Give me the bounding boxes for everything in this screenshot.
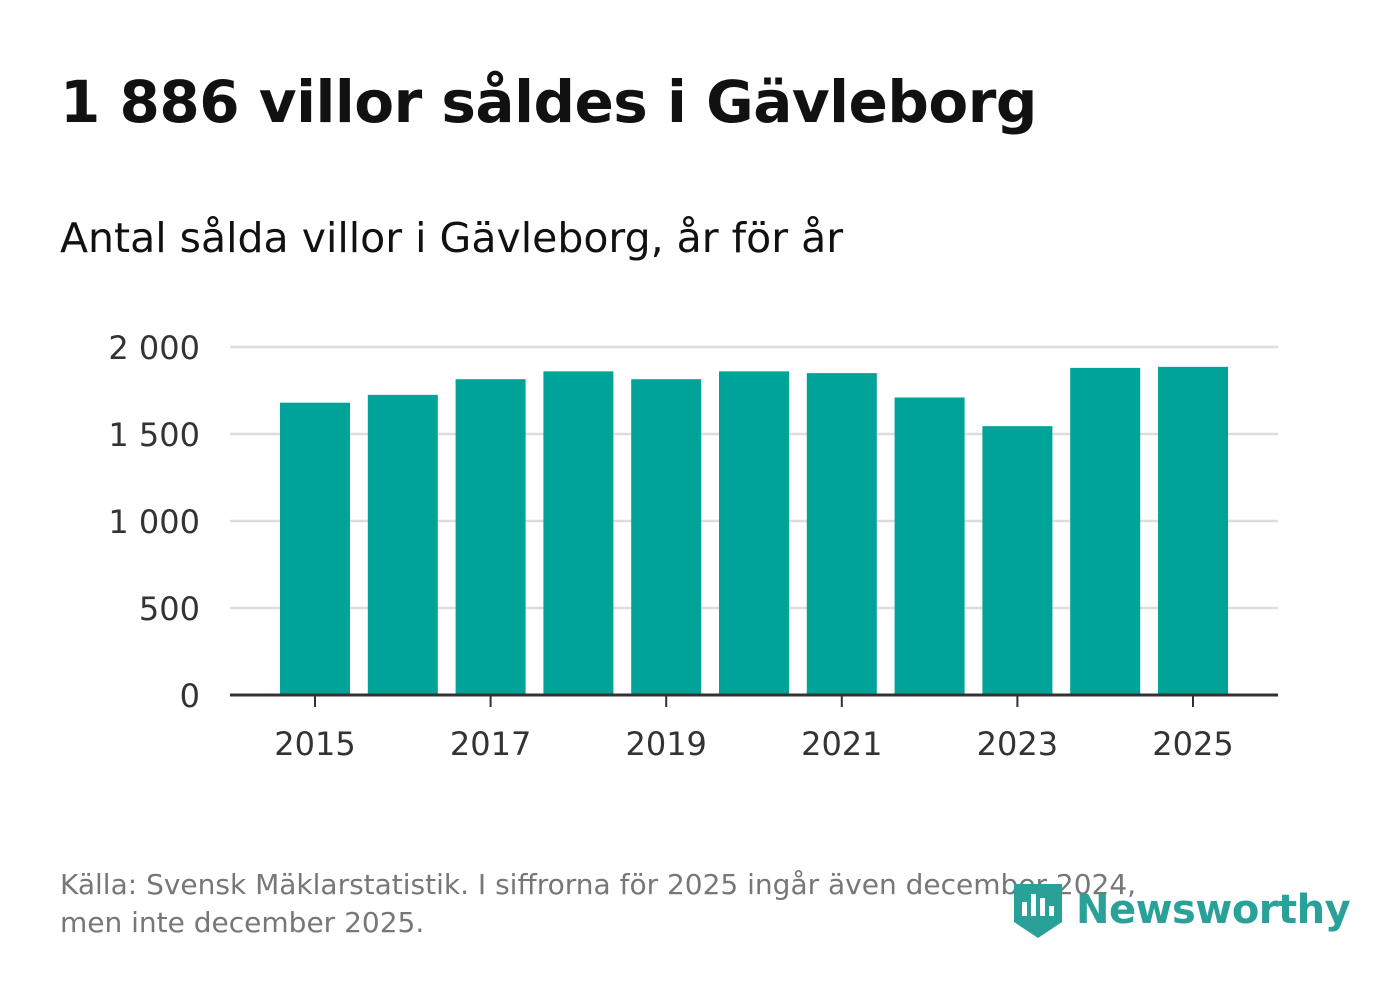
bar-2024 <box>1070 367 1141 695</box>
source-note-line-2: men inte december 2025. <box>60 906 425 939</box>
y-tick-label: 1 500 <box>108 416 200 454</box>
page-title: 1 886 villor såldes i Gävleborg <box>60 68 1037 136</box>
chart-subtitle: Antal sålda villor i Gävleborg, år för å… <box>60 214 844 262</box>
bar-2019 <box>631 379 702 695</box>
bar-2016 <box>367 394 438 695</box>
newsworthy-logo-icon <box>1014 884 1062 938</box>
newsworthy-logo: Newsworthy <box>1012 880 1351 940</box>
bar-2021 <box>806 373 877 695</box>
x-tick-label: 2025 <box>1152 725 1233 763</box>
source-note: Källa: Svensk Mäklarstatistik. I siffror… <box>60 866 1280 942</box>
bar-2023 <box>982 426 1053 695</box>
bar-2017 <box>455 379 526 695</box>
x-tick-label: 2023 <box>977 725 1058 763</box>
x-tick-label: 2021 <box>801 725 882 763</box>
y-tick-label: 2 000 <box>108 329 200 367</box>
bar-2022 <box>894 397 965 695</box>
x-tick-label: 2017 <box>450 725 531 763</box>
bar-2018 <box>543 371 614 695</box>
bar-chart: 0 500 1 000 1 500 2 000 2015 2017 2019 2021 2023 2… <box>108 329 1278 763</box>
x-tick-label: 2015 <box>274 725 355 763</box>
newsworthy-logo-text: Newsworthy <box>1076 887 1351 933</box>
y-tick-label: 0 <box>180 677 200 715</box>
source-note-line-1: Källa: Svensk Mäklarstatistik. I siffror… <box>60 868 1137 901</box>
x-tick-label: 2019 <box>625 725 706 763</box>
bar-2025 <box>1158 366 1228 695</box>
bar-2020 <box>719 371 789 695</box>
y-tick-label: 500 <box>139 590 200 628</box>
bar-2015 <box>280 402 350 695</box>
y-tick-label: 1 000 <box>108 503 200 541</box>
